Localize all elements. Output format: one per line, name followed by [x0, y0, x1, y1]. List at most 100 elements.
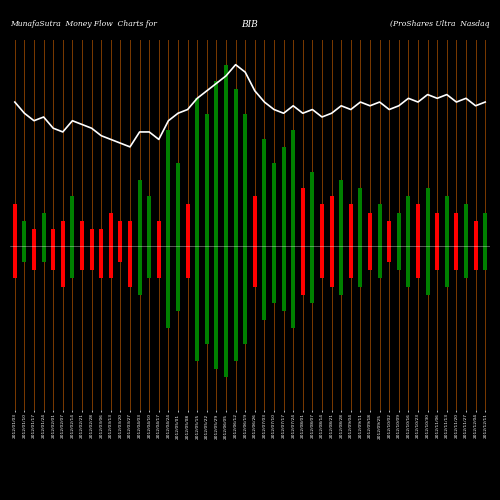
Bar [378, 246, 382, 278]
Bar [109, 212, 112, 246]
Bar [32, 246, 36, 270]
Bar [272, 246, 276, 303]
Bar [397, 212, 400, 246]
Bar [70, 246, 74, 278]
Bar [205, 246, 208, 344]
Bar [368, 246, 372, 270]
Bar [32, 229, 36, 246]
Bar [436, 246, 439, 270]
Bar [262, 138, 266, 246]
Bar [330, 246, 334, 286]
Bar [100, 246, 103, 278]
Bar [224, 64, 228, 246]
Bar [148, 246, 151, 278]
Bar [454, 212, 458, 246]
Bar [166, 130, 170, 246]
Bar [22, 246, 26, 262]
Bar [368, 212, 372, 246]
Bar [42, 246, 46, 262]
Bar [320, 246, 324, 278]
Bar [157, 246, 160, 278]
Bar [292, 246, 295, 328]
Bar [138, 180, 141, 246]
Bar [454, 246, 458, 270]
Bar [416, 246, 420, 278]
Text: (ProShares Ultra  Nasdaq: (ProShares Ultra Nasdaq [390, 20, 490, 28]
Bar [186, 204, 190, 246]
Bar [310, 172, 314, 246]
Bar [80, 221, 84, 246]
Bar [214, 81, 218, 245]
Bar [253, 246, 256, 286]
Bar [426, 246, 430, 295]
Bar [100, 229, 103, 246]
Bar [148, 196, 151, 246]
Bar [340, 246, 343, 295]
Bar [13, 246, 16, 278]
Text: MunafaSutra  Money Flow  Charts for: MunafaSutra Money Flow Charts for [10, 20, 157, 28]
Bar [358, 246, 362, 286]
Bar [224, 246, 228, 377]
Bar [42, 212, 46, 246]
Bar [388, 246, 391, 262]
Bar [186, 246, 190, 278]
Bar [484, 212, 487, 246]
Bar [310, 246, 314, 303]
Bar [282, 246, 286, 312]
Bar [176, 164, 180, 246]
Bar [464, 246, 468, 278]
Bar [176, 246, 180, 312]
Bar [234, 246, 237, 360]
Bar [484, 246, 487, 270]
Bar [234, 90, 237, 246]
Bar [445, 246, 448, 286]
Bar [349, 204, 352, 246]
Bar [138, 246, 141, 295]
Bar [320, 204, 324, 246]
Bar [61, 246, 64, 286]
Bar [90, 246, 94, 270]
Bar [301, 246, 304, 295]
Bar [378, 204, 382, 246]
Bar [52, 229, 55, 246]
Bar [205, 114, 208, 246]
Bar [445, 196, 448, 246]
Bar [214, 246, 218, 369]
Bar [358, 188, 362, 246]
Bar [157, 221, 160, 246]
Bar [13, 204, 16, 246]
Bar [349, 246, 352, 278]
Bar [262, 246, 266, 320]
Bar [128, 221, 132, 246]
Bar [340, 180, 343, 246]
Bar [436, 212, 439, 246]
Bar [406, 196, 410, 246]
Bar [474, 246, 478, 270]
Bar [196, 98, 199, 246]
Bar [244, 114, 247, 246]
Bar [464, 204, 468, 246]
Text: BIB: BIB [242, 20, 258, 29]
Bar [90, 229, 94, 246]
Bar [474, 221, 478, 246]
Bar [22, 221, 26, 246]
Bar [292, 130, 295, 246]
Bar [118, 221, 122, 246]
Bar [196, 246, 199, 360]
Bar [61, 221, 64, 246]
Bar [128, 246, 132, 286]
Bar [301, 188, 304, 246]
Bar [109, 246, 112, 278]
Bar [397, 246, 400, 270]
Bar [118, 246, 122, 262]
Bar [330, 196, 334, 246]
Bar [244, 246, 247, 344]
Bar [70, 196, 74, 246]
Bar [272, 164, 276, 246]
Bar [253, 196, 256, 246]
Bar [406, 246, 410, 286]
Bar [166, 246, 170, 328]
Bar [426, 188, 430, 246]
Bar [52, 246, 55, 270]
Bar [388, 221, 391, 246]
